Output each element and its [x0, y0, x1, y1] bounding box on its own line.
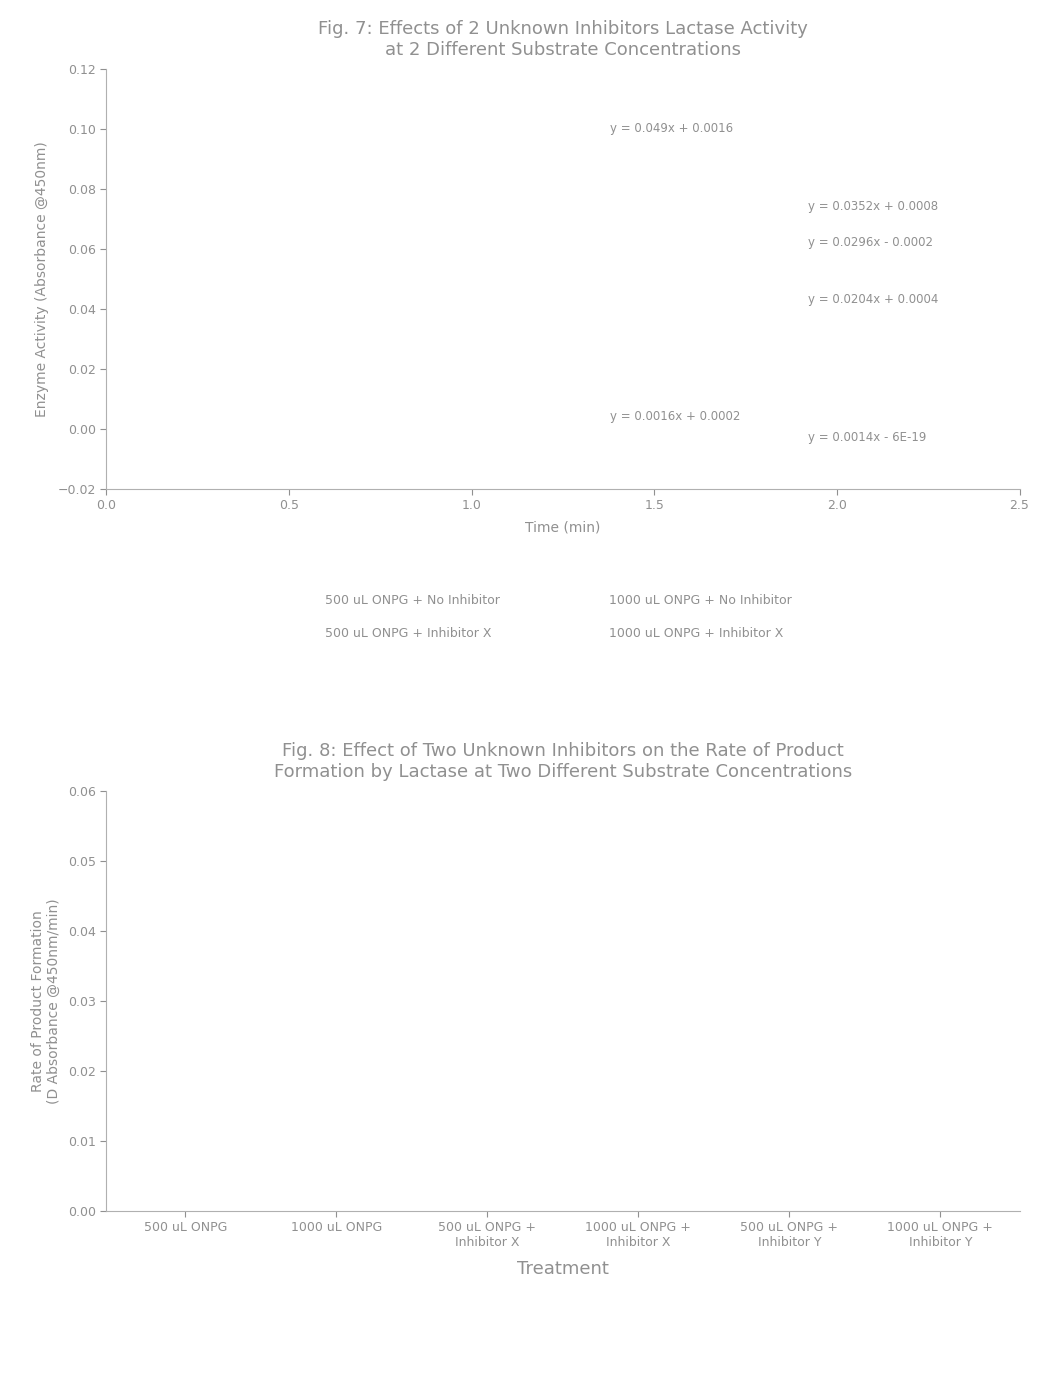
- Text: y = 0.0296x - 0.0002: y = 0.0296x - 0.0002: [807, 237, 932, 249]
- Text: 500 uL ONPG + Inhibitor X: 500 uL ONPG + Inhibitor X: [325, 627, 492, 640]
- Text: 500 uL ONPG + No Inhibitor: 500 uL ONPG + No Inhibitor: [325, 593, 500, 607]
- X-axis label: Time (min): Time (min): [526, 520, 600, 534]
- Text: y = 0.0016x + 0.0002: y = 0.0016x + 0.0002: [611, 410, 740, 424]
- X-axis label: Treatment: Treatment: [517, 1260, 609, 1278]
- Title: Fig. 8: Effect of Two Unknown Inhibitors on the Rate of Product
Formation by Lac: Fig. 8: Effect of Two Unknown Inhibitors…: [274, 742, 852, 782]
- Text: 1000 uL ONPG + Inhibitor X: 1000 uL ONPG + Inhibitor X: [609, 627, 783, 640]
- Text: 1000 uL ONPG + No Inhibitor: 1000 uL ONPG + No Inhibitor: [609, 593, 791, 607]
- Y-axis label: Enzyme Activity (Absorbance @450nm): Enzyme Activity (Absorbance @450nm): [35, 140, 49, 417]
- Y-axis label: Rate of Product Formation
(D Absorbance @450nm/min): Rate of Product Formation (D Absorbance …: [31, 899, 61, 1104]
- Title: Fig. 7: Effects of 2 Unknown Inhibitors Lactase Activity
at 2 Different Substrat: Fig. 7: Effects of 2 Unknown Inhibitors …: [318, 21, 808, 59]
- Text: y = 0.0014x - 6E-19: y = 0.0014x - 6E-19: [807, 431, 926, 444]
- Text: y = 0.049x + 0.0016: y = 0.049x + 0.0016: [611, 122, 734, 135]
- Text: y = 0.0352x + 0.0008: y = 0.0352x + 0.0008: [807, 201, 938, 213]
- Text: y = 0.0204x + 0.0004: y = 0.0204x + 0.0004: [807, 293, 938, 307]
